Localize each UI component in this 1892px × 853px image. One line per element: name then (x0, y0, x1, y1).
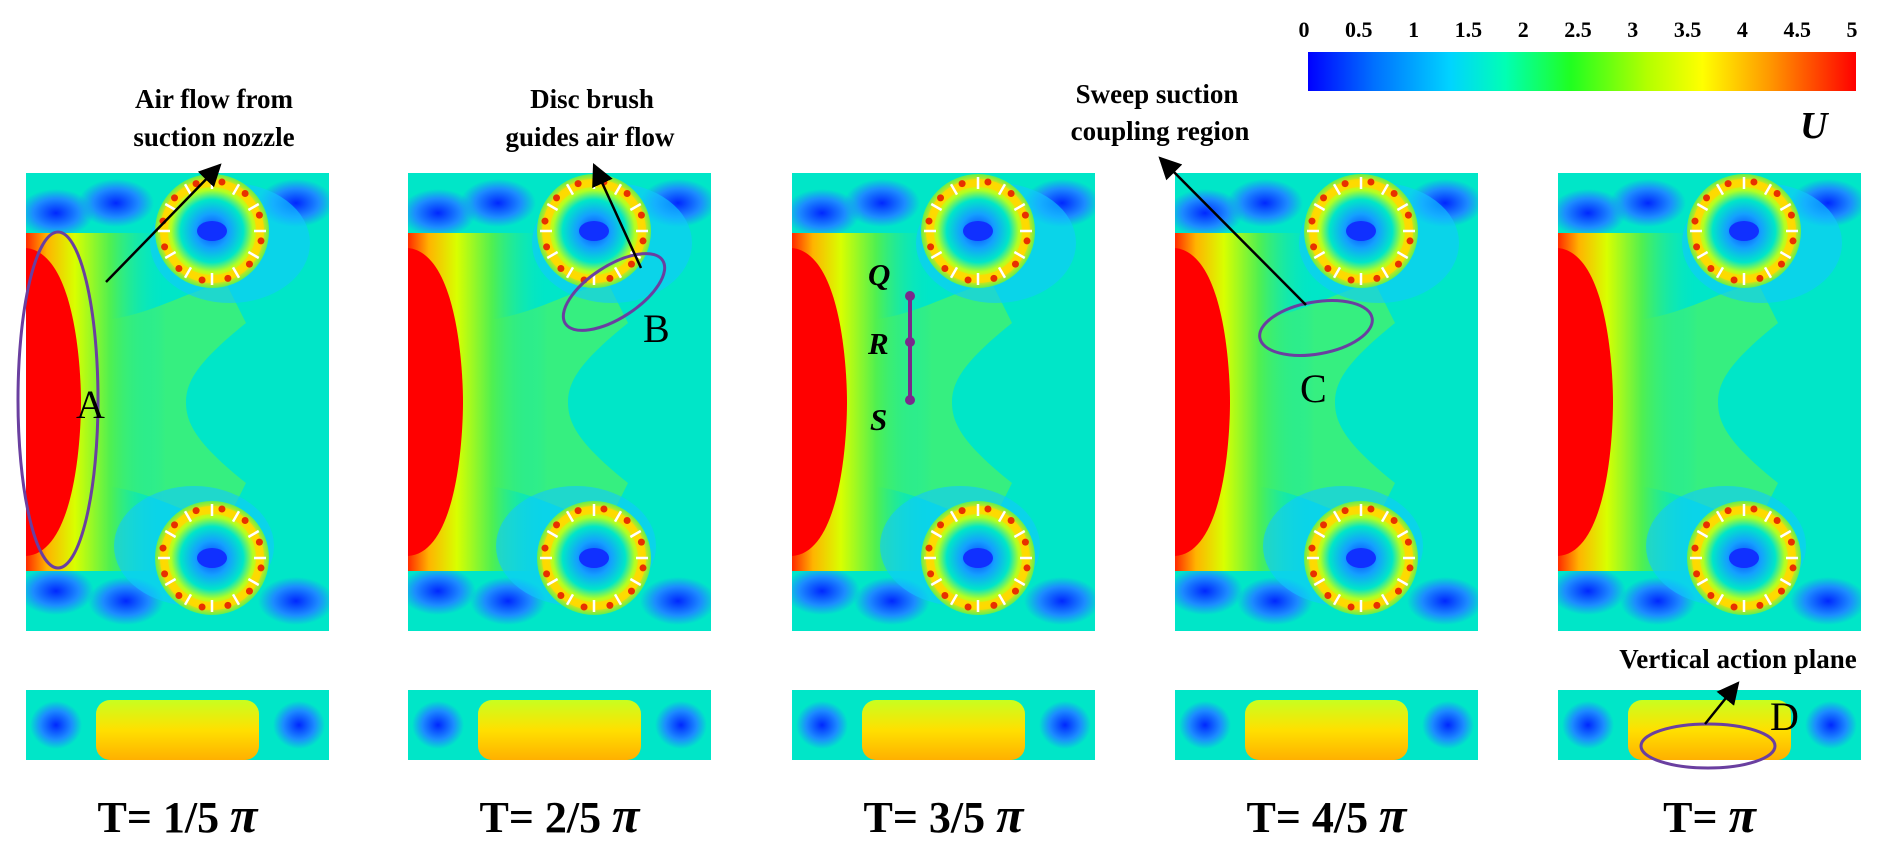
time-label-prefix: T= 2/5 (480, 793, 613, 842)
colorbar-tick-label: 2 (1518, 17, 1529, 42)
velocity-contour (792, 173, 1095, 631)
time-label: T= 3/5 π (864, 787, 1026, 843)
annotation-c-letter: C (1300, 366, 1327, 411)
vertical-plane-strip (26, 690, 329, 760)
velocity-contour (26, 173, 329, 631)
point-q-marker (905, 291, 915, 301)
vertical-plane-strip (792, 690, 1095, 760)
annotation-a: Air flow from suction nozzle A (16, 84, 295, 570)
annotation-b-arrow (592, 162, 643, 269)
colorbar-tick-label: 3 (1627, 17, 1638, 42)
pi-symbol: π (1379, 787, 1408, 843)
annotation-a-text-line2: suction nozzle (133, 122, 294, 152)
time-label-prefix: T= (1663, 793, 1728, 842)
time-label-prefix: T= 3/5 (864, 793, 997, 842)
annotation-b-letter: B (643, 306, 670, 351)
annotation-a-arrow (105, 163, 222, 283)
point-r-label: R (867, 326, 889, 361)
pi-symbol: π (230, 787, 259, 843)
pi-symbol: π (612, 787, 641, 843)
disc-brush (916, 174, 1076, 303)
pi-symbol: π (1729, 787, 1758, 843)
panels: T= 1/5 π T= 2/5 π T= 3/5 π T= 4/5 π T= π (26, 173, 1861, 843)
time-label: T= 1/5 π (98, 787, 260, 843)
time-label-prefix: T= 4/5 (1247, 793, 1380, 842)
annotation-b-text-line1: Disc brush (530, 84, 654, 114)
annotation-a-letter: A (76, 382, 105, 427)
disc-brush (1682, 174, 1842, 303)
disc-brush (880, 486, 1040, 615)
annotation-c-arrow (1158, 156, 1307, 306)
disc-brush (496, 486, 656, 615)
colorbar-tick-label: 4 (1737, 17, 1748, 42)
point-s-marker (905, 395, 915, 405)
annotation-d-text: Vertical action plane (1619, 644, 1856, 674)
time-label: T= 2/5 π (480, 787, 642, 843)
colorbar-tick-label: 4.5 (1783, 17, 1811, 42)
colorbar: 0 0.5 1 1.5 2 2.5 3 3.5 4 4.5 5 U (1299, 17, 1858, 147)
annotation-c-text-line1: Sweep suction (1076, 79, 1239, 109)
disc-brush (1646, 486, 1806, 615)
point-r-marker (905, 337, 915, 347)
colorbar-tick-label: 0.5 (1345, 17, 1373, 42)
vertical-plane-strip (1558, 690, 1861, 760)
panel-3: T= 3/5 π (792, 173, 1095, 843)
point-q-label: Q (868, 257, 890, 292)
time-label-prefix: T= 1/5 (98, 793, 231, 842)
annotation-a-ellipse (16, 230, 100, 570)
vertical-plane-strip (408, 690, 711, 760)
disc-brush (1299, 174, 1459, 303)
colorbar-gradient (1308, 52, 1856, 91)
panel-4: T= 4/5 π (1175, 173, 1478, 843)
colorbar-tick-label: 1.5 (1455, 17, 1483, 42)
point-s-label: S (870, 402, 887, 437)
annotation-d-arrow (1704, 681, 1740, 725)
pi-symbol: π (996, 787, 1025, 843)
time-label: T= 4/5 π (1247, 787, 1409, 843)
colorbar-tick-labels: 0 0.5 1 1.5 2 2.5 3 3.5 4 4.5 5 (1299, 17, 1858, 42)
colorbar-tick-label: 2.5 (1564, 17, 1592, 42)
time-label: T= π (1663, 787, 1757, 843)
annotation-b-text-line2: guides air flow (505, 122, 675, 152)
velocity-contour (408, 173, 711, 631)
colorbar-tick-label: 0 (1299, 17, 1310, 42)
colorbar-tick-label: 3.5 (1674, 17, 1702, 42)
annotation-d-letter: D (1770, 694, 1799, 739)
annotation-d: Vertical action plane D (1619, 644, 1857, 770)
disc-brush (532, 174, 692, 303)
colorbar-symbol: U (1800, 105, 1830, 147)
colorbar-tick-label: 1 (1408, 17, 1419, 42)
disc-brush (114, 486, 274, 615)
qrs-line: Q R S (867, 257, 915, 437)
panel-1: T= 1/5 π (26, 173, 329, 843)
annotation-d-ellipse (1639, 722, 1777, 770)
velocity-contour (1558, 173, 1861, 631)
disc-brush (1263, 486, 1423, 615)
annotation-b: Disc brush guides air flow B (505, 84, 675, 351)
panel-2: T= 2/5 π (408, 173, 711, 843)
annotation-c-ellipse (1258, 299, 1374, 357)
annotation-b-ellipse (561, 252, 667, 332)
panel-5: T= π (1558, 173, 1861, 843)
annotation-c-text-line2: coupling region (1071, 116, 1250, 146)
annotation-a-text-line1: Air flow from (135, 84, 293, 114)
colorbar-tick-label: 5 (1847, 17, 1858, 42)
vertical-plane-strip (1175, 690, 1478, 760)
annotation-c: Sweep suction coupling region C (1071, 79, 1374, 411)
